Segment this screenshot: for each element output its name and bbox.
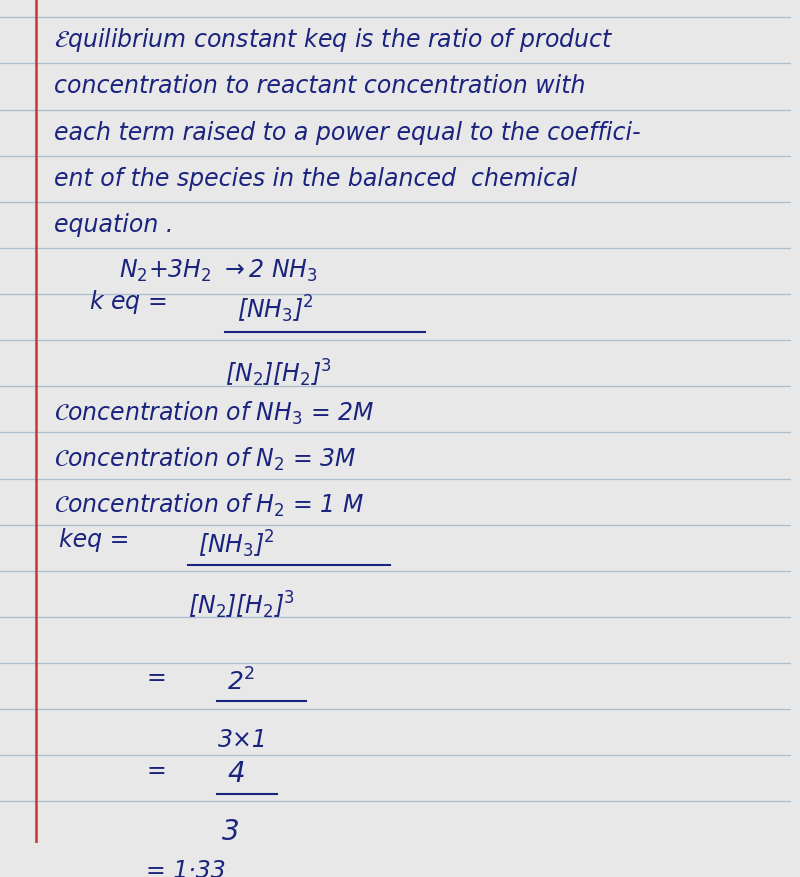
- Text: [N$_2$][H$_2$]$^3$: [N$_2$][H$_2$]$^3$: [226, 357, 332, 389]
- Text: [N$_2$][H$_2$]$^3$: [N$_2$][H$_2$]$^3$: [188, 589, 294, 621]
- Text: [NH$_3$]$^2$: [NH$_3$]$^2$: [238, 294, 314, 325]
- Text: $\mathcal{C}$oncentration of NH$_3$ = 2M: $\mathcal{C}$oncentration of NH$_3$ = 2M: [54, 400, 374, 427]
- Text: 4: 4: [227, 760, 245, 788]
- Text: N$_2$+3H$_2$ $\rightarrow$2 NH$_3$: N$_2$+3H$_2$ $\rightarrow$2 NH$_3$: [118, 258, 318, 284]
- Text: keq =: keq =: [59, 528, 130, 552]
- Text: =: =: [146, 759, 166, 782]
- Text: [NH$_3$]$^2$: [NH$_3$]$^2$: [198, 528, 274, 560]
- Text: 3×1: 3×1: [218, 728, 267, 752]
- Text: $\mathcal{C}$oncentration of H$_2$ = 1 M: $\mathcal{C}$oncentration of H$_2$ = 1 M: [54, 492, 365, 519]
- Text: $\mathcal{E}$quilibrium constant keq is the ratio of product: $\mathcal{E}$quilibrium constant keq is …: [54, 26, 614, 54]
- Text: equation .: equation .: [54, 213, 174, 237]
- Text: 2$^2$: 2$^2$: [227, 668, 255, 695]
- Text: $\mathcal{C}$oncentration of N$_2$ = 3M: $\mathcal{C}$oncentration of N$_2$ = 3M: [54, 446, 357, 473]
- Text: concentration to reactant concentration with: concentration to reactant concentration …: [54, 75, 586, 98]
- Text: ent of the species in the balanced  chemical: ent of the species in the balanced chemi…: [54, 167, 578, 190]
- Text: = 1·33: = 1·33: [146, 859, 226, 877]
- Text: 3: 3: [222, 818, 240, 846]
- Text: =: =: [146, 667, 166, 690]
- Text: $k$ eq =: $k$ eq =: [89, 288, 166, 316]
- Text: each term raised to a power equal to the coeffici-: each term raised to a power equal to the…: [54, 121, 641, 145]
